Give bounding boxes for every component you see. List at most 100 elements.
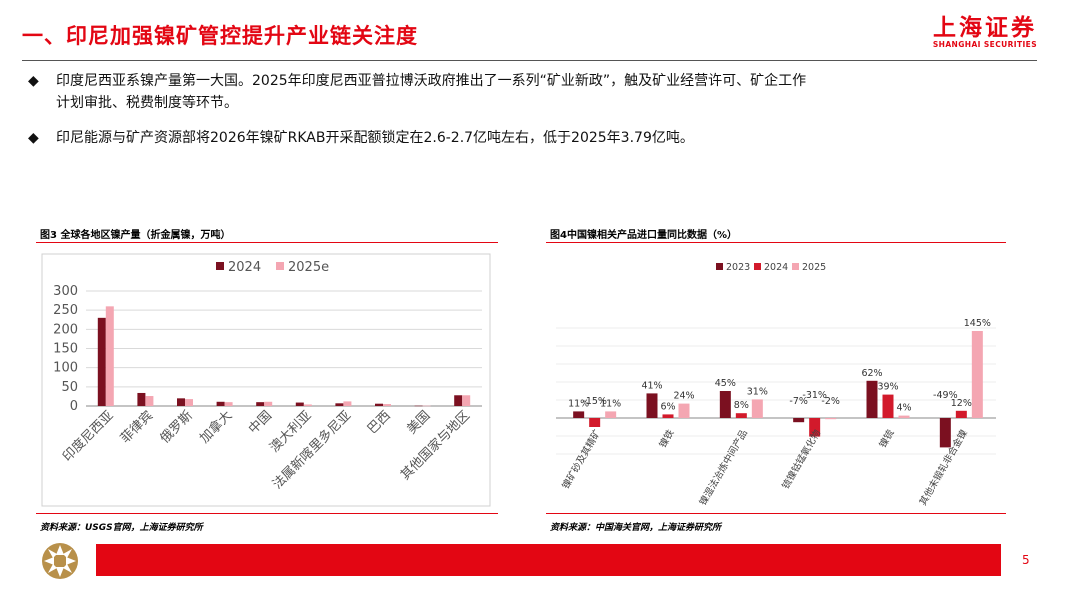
bar xyxy=(735,413,747,418)
bar xyxy=(955,410,967,418)
figure4-bottom-rule xyxy=(546,513,1006,514)
plot-frame xyxy=(41,253,491,507)
bar xyxy=(303,404,312,406)
bar xyxy=(866,380,878,418)
legend-swatch xyxy=(754,263,761,270)
legend-label: 2025 xyxy=(802,262,826,273)
bar xyxy=(295,402,304,406)
y-tick-label: 200 xyxy=(53,322,78,337)
data-label: 45% xyxy=(715,378,736,389)
y-tick-label: 150 xyxy=(53,342,78,357)
bar xyxy=(751,399,763,418)
x-tick-label: 镍锍 xyxy=(877,427,897,450)
bar xyxy=(264,401,273,406)
bar xyxy=(662,414,674,418)
bar xyxy=(809,418,821,437)
data-label: 11% xyxy=(568,398,589,409)
legend-swatch xyxy=(276,262,284,270)
bar xyxy=(573,411,585,418)
legend-label: 2025e xyxy=(288,260,329,275)
figure4-source: 资料来源：中国海关官网，上海证券研究所 xyxy=(550,523,722,533)
page-title: 一、印尼加强镍矿管控提升产业链关注度 xyxy=(22,24,418,48)
data-label: 24% xyxy=(673,391,694,402)
data-label: 12% xyxy=(951,398,972,409)
bar xyxy=(678,403,690,418)
header-divider xyxy=(22,60,1037,61)
figure4-top-rule xyxy=(546,242,1006,243)
bullet-2: ◆ 印尼能源与矿产资源部将2026年镍矿RKAB开采配额锁定在2.6-2.7亿吨… xyxy=(28,127,1018,151)
data-label: -31% xyxy=(802,390,827,401)
bar xyxy=(939,418,951,448)
bar xyxy=(793,418,805,423)
bar xyxy=(882,394,894,418)
diamond-bullet-icon: ◆ xyxy=(28,130,39,146)
bar xyxy=(137,392,146,406)
figure4-chart: 2023 2024 2025 11%-15%11% 镍矿砂及其精矿 41% 6%24% 镍铁 4… xyxy=(556,262,996,508)
company-logo: 上海证券 SHANGHAI SECURITIES xyxy=(933,16,1037,49)
bar xyxy=(422,405,431,407)
bar xyxy=(335,403,344,406)
bar xyxy=(105,306,114,406)
x-tick-label: 镍铁 xyxy=(657,427,677,450)
data-label: -7% xyxy=(789,396,808,407)
bullet-2-line-1: 印尼能源与矿产资源部将2026年镍矿RKAB开采配额锁定在2.6-2.7亿吨左右… xyxy=(56,130,694,146)
legend-swatch xyxy=(216,262,224,270)
data-label: 39% xyxy=(877,382,898,393)
bullet-1-line-1: 印度尼西亚系镍产量第一大国。2025年印度尼西亚普拉博沃政府推出了一系列“矿业新… xyxy=(56,73,807,89)
bar xyxy=(185,399,193,406)
y-tick-label: 300 xyxy=(53,284,78,299)
data-label: 6% xyxy=(660,401,675,412)
bar xyxy=(589,418,601,427)
legend-label: 2024 xyxy=(764,262,788,273)
data-label: 4% xyxy=(896,403,911,414)
bar xyxy=(375,403,383,406)
bar xyxy=(177,398,185,406)
y-tick-label: 0 xyxy=(70,399,78,414)
bullet-1-line-2: 计划审批、税费制度等环节。 xyxy=(56,95,238,111)
data-label: 145% xyxy=(964,318,991,329)
figure4-caption: 图4中国镍相关产品进口量同比数据（%） xyxy=(550,230,737,241)
legend-swatch xyxy=(792,263,799,270)
data-label: 31% xyxy=(747,386,768,397)
x-tick-label: 镍湿法冶炼中间产品 xyxy=(697,428,750,508)
x-tick-label: 镍矿砂及其精矿 xyxy=(560,427,604,491)
figure3-source: 资料来源：USGS官网，上海证券研究所 xyxy=(40,523,203,533)
figure3-bottom-rule xyxy=(36,513,498,514)
legend-label: 2023 xyxy=(726,262,750,273)
bar xyxy=(224,402,233,406)
bar xyxy=(256,402,265,406)
bar xyxy=(343,401,352,406)
footer-bar xyxy=(96,544,1001,576)
logo-text-en: SHANGHAI SECURITIES xyxy=(932,40,1037,49)
bar xyxy=(454,395,463,406)
bar xyxy=(383,404,391,406)
bar xyxy=(719,391,731,418)
bar xyxy=(97,317,106,406)
y-tick-label: 250 xyxy=(53,303,78,318)
data-label: 11% xyxy=(600,398,621,409)
legend-swatch xyxy=(716,263,723,270)
bar xyxy=(216,401,225,406)
data-label: -49% xyxy=(933,390,958,401)
logo-text-cn: 上海证券 xyxy=(933,15,1037,41)
bar xyxy=(462,395,471,406)
legend-label: 2024 xyxy=(228,260,261,275)
figure3-caption: 图3 全球各地区镍产量（折金属镍，万吨） xyxy=(40,230,231,241)
bar xyxy=(414,405,423,407)
bar xyxy=(605,411,617,418)
company-emblem-icon xyxy=(42,543,78,579)
y-tick-label: 100 xyxy=(53,361,78,376)
bar xyxy=(971,331,983,418)
page-number: 5 xyxy=(1022,553,1030,567)
bar xyxy=(646,393,658,418)
figure3-top-rule xyxy=(36,242,498,243)
x-tick-label: 锍镍钴锰氧化物 xyxy=(780,427,824,491)
bullet-1: ◆ 印度尼西亚系镍产量第一大国。2025年印度尼西亚普拉博沃政府推出了一系列“矿… xyxy=(28,70,1018,118)
data-label: 41% xyxy=(641,380,662,391)
bar xyxy=(145,396,154,406)
data-label: 8% xyxy=(734,400,749,411)
data-label: -2% xyxy=(821,396,840,407)
bar xyxy=(898,415,910,418)
bar xyxy=(825,418,837,420)
